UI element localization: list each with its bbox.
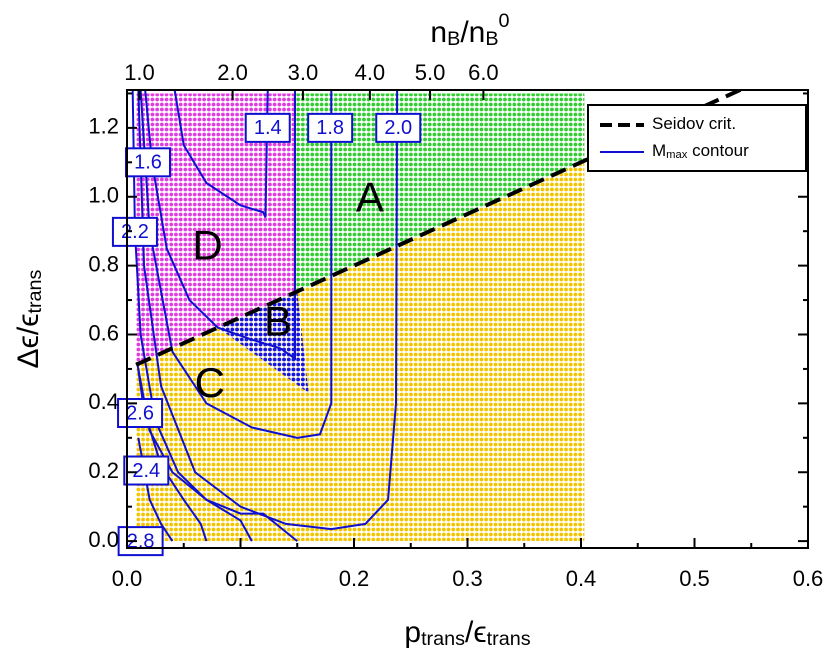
region bbox=[136, 160, 585, 542]
label-part: contour bbox=[687, 141, 749, 160]
contour-label: 1.4 bbox=[254, 117, 282, 139]
label: Δϵ/ϵtrans bbox=[12, 269, 46, 368]
region bbox=[136, 93, 295, 365]
label-part: max bbox=[666, 149, 688, 161]
contour bbox=[137, 90, 399, 531]
contour bbox=[139, 90, 333, 439]
region-label: C bbox=[195, 359, 225, 406]
contour-label: 2.8 bbox=[127, 530, 155, 552]
x-tick-label: 0.5 bbox=[679, 566, 710, 591]
contour bbox=[173, 90, 269, 218]
contour-label-box bbox=[117, 398, 164, 429]
x-tick-label: 0.2 bbox=[339, 566, 370, 591]
label-part: trans bbox=[421, 628, 465, 650]
label-part: M bbox=[652, 141, 666, 160]
x2-tick-label: 2.0 bbox=[217, 60, 248, 85]
region-label: D bbox=[192, 221, 222, 268]
y-tick-label: 1.2 bbox=[88, 114, 119, 139]
y-tick-label: 0.8 bbox=[88, 251, 119, 276]
contour-label-box bbox=[124, 147, 171, 178]
x2-tick-label: 3.0 bbox=[288, 60, 319, 85]
contour-label: 1.6 bbox=[134, 152, 162, 174]
label-part: B bbox=[485, 28, 498, 50]
contour-label: 2.4 bbox=[132, 460, 160, 482]
label-part: trans bbox=[487, 628, 531, 650]
contour-label-box bbox=[307, 112, 354, 143]
x-tick-label: 0.6 bbox=[793, 566, 824, 591]
region-label: A bbox=[356, 173, 384, 220]
y-tick-label: 1.0 bbox=[88, 183, 119, 208]
x2-tick-label: 5.0 bbox=[415, 60, 446, 85]
y-tick-label: 0.2 bbox=[88, 458, 119, 483]
label: nB/nB0 bbox=[430, 10, 509, 50]
x2-tick-label: 6.0 bbox=[468, 60, 499, 85]
x-tick-label: 0.0 bbox=[112, 566, 143, 591]
contour-label-box bbox=[375, 112, 422, 143]
y-tick-label: 0.4 bbox=[88, 389, 119, 414]
legend-box bbox=[587, 104, 807, 172]
label-part: n bbox=[430, 16, 447, 49]
y-tick-label: 0.0 bbox=[88, 527, 119, 552]
label-part: /n bbox=[460, 16, 485, 49]
label-part: 0 bbox=[499, 10, 510, 32]
x-tick-label: 0.4 bbox=[566, 566, 597, 591]
label: Seidov crit. bbox=[652, 114, 736, 133]
x-tick-label: 0.1 bbox=[225, 566, 256, 591]
x2-tick-label: 4.0 bbox=[355, 60, 386, 85]
contour-label-box bbox=[111, 216, 158, 247]
y-tick-label: 0.6 bbox=[88, 320, 119, 345]
contour-label: 2.6 bbox=[126, 402, 154, 424]
x-tick-label: 0.3 bbox=[452, 566, 483, 591]
label: Mmax contour bbox=[652, 141, 749, 161]
x2-tick-label: 1.0 bbox=[124, 60, 155, 85]
contour-label-box bbox=[123, 455, 170, 486]
label: ptrans/ϵtrans bbox=[404, 616, 530, 650]
contour bbox=[144, 90, 296, 361]
label-part: B bbox=[447, 28, 460, 50]
label-part: Seidov crit. bbox=[652, 114, 736, 133]
region-label: B bbox=[264, 297, 292, 344]
contour-label-box bbox=[117, 526, 164, 557]
contour-label: 2.2 bbox=[121, 221, 149, 243]
region bbox=[294, 93, 585, 293]
label-part: p bbox=[404, 616, 421, 649]
label-part: trans bbox=[24, 269, 46, 313]
contour-label: 1.8 bbox=[316, 117, 344, 139]
label-part: Δϵ/ϵ bbox=[12, 314, 45, 369]
contour-label-box bbox=[244, 112, 291, 143]
label-part: /ϵ bbox=[465, 616, 487, 649]
contour-label: 2.0 bbox=[384, 117, 412, 139]
